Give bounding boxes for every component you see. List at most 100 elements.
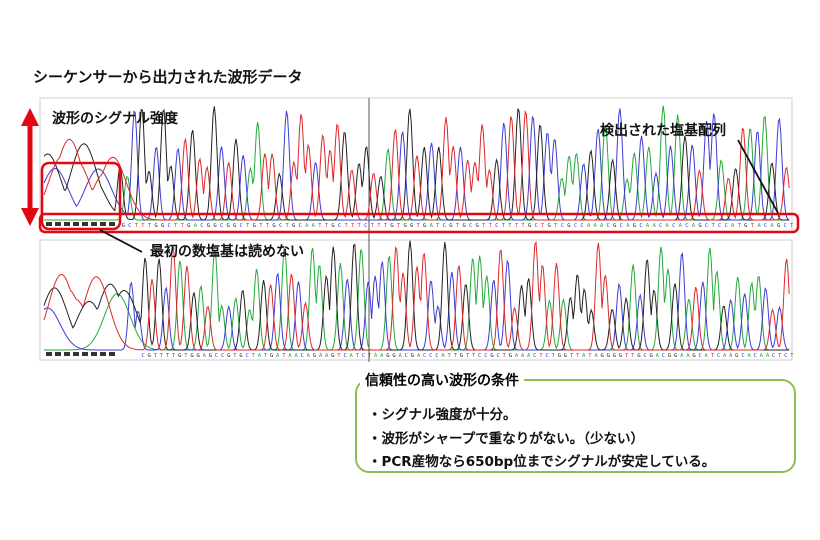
base-call: T	[502, 223, 506, 229]
base-call: T	[631, 353, 635, 359]
base-call: C	[725, 223, 728, 229]
base-call: C	[764, 223, 767, 229]
base-call: C	[639, 223, 642, 229]
base-call: A	[770, 223, 774, 229]
base-call: C	[484, 353, 487, 359]
base-call: G	[735, 353, 738, 359]
base-call: G	[567, 223, 570, 229]
base-call: A	[527, 353, 531, 359]
position-tick	[46, 222, 52, 226]
base-call: C	[495, 223, 498, 229]
base-call: A	[305, 223, 309, 229]
base-call: G	[637, 353, 640, 359]
base-call: C	[643, 353, 646, 359]
base-call: C	[784, 223, 787, 229]
base-call: C	[245, 353, 248, 359]
base-call: G	[270, 353, 273, 359]
base-call: C	[741, 353, 744, 359]
base-call: A	[380, 353, 384, 359]
base-call: C	[240, 223, 243, 229]
base-call: A	[294, 353, 298, 359]
base-call: T	[264, 353, 268, 359]
base-call: C	[405, 353, 408, 359]
base-call: T	[384, 223, 388, 229]
base-call: T	[625, 353, 629, 359]
base-call: G	[239, 353, 242, 359]
base-call: T	[447, 353, 451, 359]
base-call: C	[362, 353, 365, 359]
base-call: G	[313, 353, 316, 359]
base-call: C	[672, 223, 675, 229]
base-call: A	[430, 223, 434, 229]
base-call: A	[312, 223, 316, 229]
base-call: T	[570, 353, 574, 359]
base-call: C	[429, 353, 432, 359]
bottom-panel-frame	[39, 239, 793, 361]
base-call: G	[411, 353, 414, 359]
base-call: A	[646, 223, 650, 229]
base-call: C	[718, 223, 721, 229]
position-tick	[55, 222, 61, 226]
position-tick	[91, 352, 97, 356]
base-call: G	[403, 223, 406, 229]
base-call: C	[478, 353, 481, 359]
base-call: G	[226, 223, 229, 229]
sequence-highlight-box	[38, 212, 800, 234]
base-call: G	[460, 353, 463, 359]
base-call: G	[668, 353, 671, 359]
base-call: A	[319, 353, 323, 359]
base-call: T	[285, 223, 289, 229]
base-call: T	[184, 353, 188, 359]
base-call: G	[777, 223, 780, 229]
base-call: C	[299, 223, 302, 229]
base-call: C	[607, 223, 610, 229]
base-call: T	[172, 353, 176, 359]
base-call: A	[350, 353, 354, 359]
base-call: C	[717, 353, 720, 359]
base-call: T	[554, 223, 558, 229]
base-call: A	[593, 223, 597, 229]
base-call: T	[166, 353, 170, 359]
base-call: T	[482, 223, 486, 229]
base-call: G	[462, 223, 465, 229]
base-call: G	[331, 223, 334, 229]
base-call: A	[692, 223, 696, 229]
base-call: T	[148, 223, 152, 229]
trace-channel-T	[43, 109, 790, 221]
base-call: T	[778, 353, 782, 359]
base-call: C	[659, 223, 662, 229]
base-call: T	[588, 353, 592, 359]
base-call: G	[490, 353, 493, 359]
base-call: A	[276, 353, 280, 359]
base-call: T	[472, 353, 476, 359]
base-call: G	[633, 223, 636, 229]
base-call: T	[181, 223, 185, 229]
position-tick	[73, 222, 79, 226]
base-call: G	[178, 353, 181, 359]
base-call: G	[122, 223, 125, 229]
base-call: A	[325, 353, 329, 359]
base-call: T	[790, 223, 794, 229]
base-call: T	[160, 353, 164, 359]
base-call: G	[619, 353, 622, 359]
base-call: G	[613, 353, 616, 359]
condition-item: ・波形がシャープで重なりがない。（少ない）	[368, 431, 644, 447]
base-call: A	[258, 353, 262, 359]
base-call: A	[626, 223, 630, 229]
position-ticks	[46, 222, 115, 356]
base-call: A	[417, 353, 421, 359]
base-call: A	[747, 353, 751, 359]
base-call: A	[587, 223, 591, 229]
base-call: T	[454, 353, 458, 359]
base-call: G	[698, 223, 701, 229]
base-call: C	[279, 223, 282, 229]
base-call: G	[601, 353, 604, 359]
base-call: C	[343, 353, 346, 359]
base-call: T	[351, 223, 355, 229]
base-call: T	[344, 223, 348, 229]
base-call: T	[489, 223, 493, 229]
base-call: A	[705, 353, 709, 359]
base-call: A	[194, 223, 198, 229]
